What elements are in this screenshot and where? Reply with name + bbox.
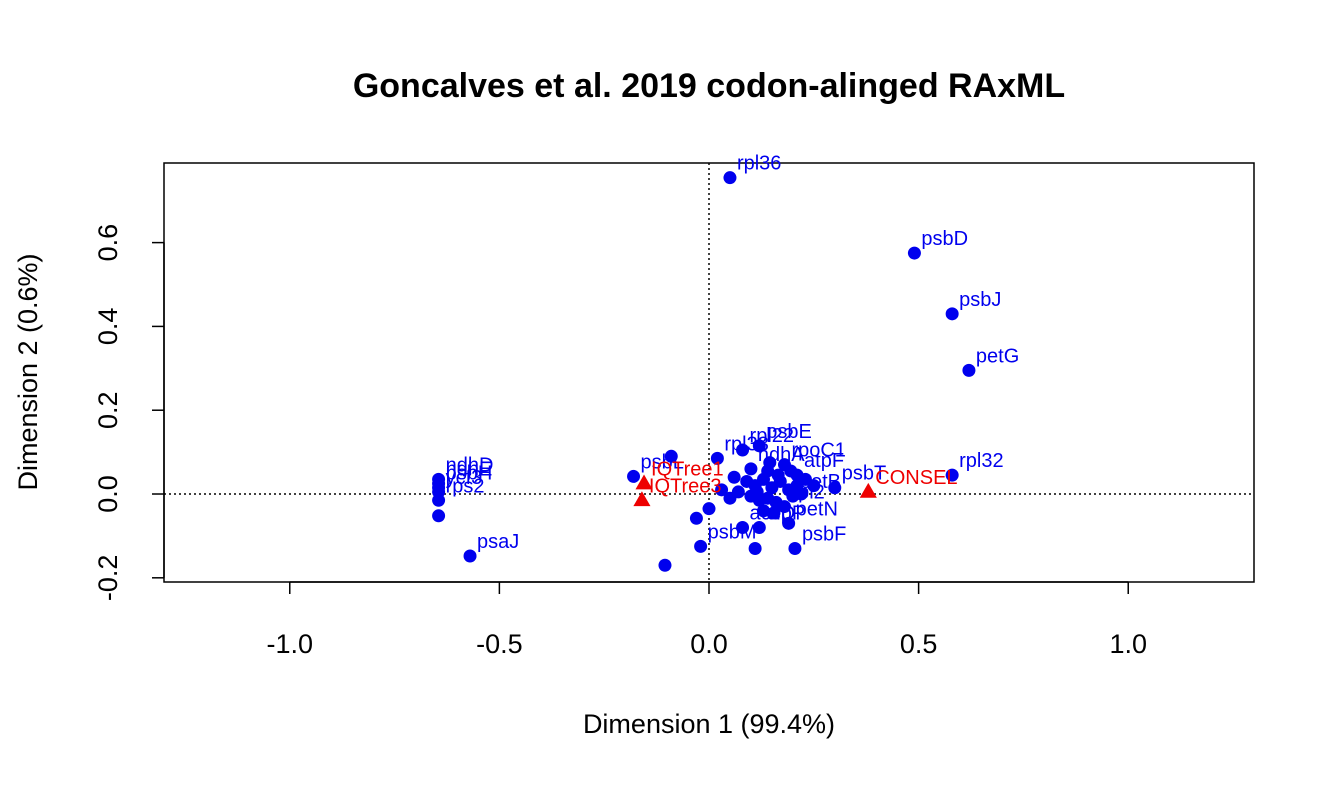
gene-point: [945, 307, 959, 321]
gene-label: psbT: [842, 463, 886, 485]
gene-label: petN: [796, 498, 838, 520]
x-axis: -1.0 -0.5 0.0 0.5 1.0: [267, 581, 1147, 659]
gene-point: [962, 363, 976, 377]
y-axis: -0.2 0.0 0.2 0.4 0.6: [93, 224, 165, 602]
x-axis-label: Dimension 1 (99.4%): [583, 709, 835, 739]
gene-point: [694, 539, 708, 553]
gene-point: [763, 456, 777, 470]
gene-label: petG: [976, 345, 1019, 367]
gene-label: rpoC1: [791, 440, 845, 462]
gene-label: psbF: [802, 523, 846, 545]
gene-label: petB: [800, 471, 841, 493]
gene-point: [777, 500, 791, 514]
gene-point: [748, 541, 762, 555]
gene-label: psbD: [921, 228, 968, 250]
x-tick-label: 0.5: [900, 629, 938, 659]
gene-point: [767, 506, 781, 520]
gene-label: rpl33: [724, 433, 768, 455]
gene-point: [736, 521, 750, 535]
gene-point: [715, 483, 729, 497]
gene-point: [771, 468, 785, 482]
gene-point: [658, 558, 672, 572]
reference-lines: [164, 163, 1254, 582]
gene-label: rpl36: [737, 153, 781, 175]
gene-point: [627, 469, 641, 483]
gene-point: [710, 451, 724, 465]
chart-title: Goncalves et al. 2019 codon-alinged RAxM…: [353, 67, 1065, 105]
gene-label: psbL: [641, 451, 684, 473]
points: [432, 171, 976, 572]
plot-area: rpl36 psbD psbJ petG rpl32 psbT rpl33rpl22psbE…: [163, 153, 1255, 583]
x-tick-label: 1.0: [1109, 629, 1147, 659]
method-point: [635, 474, 653, 490]
gene-point: [744, 462, 758, 476]
y-axis-label: Dimension 2 (0.6%): [13, 253, 43, 490]
gene-point: [784, 464, 798, 478]
gene-label: ndhD: [446, 454, 494, 476]
gene-point: [736, 443, 750, 457]
gene-label: atpF: [804, 450, 844, 472]
gene-label: ndhE: [446, 459, 493, 481]
x-tick-label: 0.0: [690, 629, 728, 659]
gene-point: [828, 481, 842, 495]
gene-point: [702, 502, 716, 516]
gene-point: [689, 511, 703, 525]
gene-label: psbM: [708, 521, 757, 543]
method-point: [633, 491, 651, 507]
gene-label: rpl2: [791, 482, 824, 504]
gene-point: [752, 439, 766, 453]
gene-label: accD: [750, 503, 796, 525]
gene-label: rps2: [446, 475, 485, 497]
gene-point: [757, 504, 770, 518]
method-label: IQTree1: [651, 459, 724, 481]
gene-point: [723, 491, 737, 505]
x-tick-label: -1.0: [267, 629, 314, 659]
gene-point: [432, 509, 446, 523]
gene-label: psbE: [766, 421, 812, 443]
method-label: IQTree3: [649, 475, 722, 497]
method-point: [859, 482, 877, 498]
gene-point: [752, 521, 766, 535]
y-tick-label: 0.0: [93, 475, 123, 513]
gene-point: [463, 549, 477, 563]
y-tick-label: 0.6: [93, 224, 123, 262]
gene-label: clpP: [766, 503, 805, 525]
gene-point: [727, 470, 741, 484]
gene-label: rpl22: [750, 425, 794, 447]
gene-point: [432, 493, 446, 507]
gene-label: psaJ: [477, 531, 519, 553]
gene-label: rpl32: [959, 450, 1003, 472]
gene-label: ycf3: [446, 467, 483, 489]
gene-point: [750, 485, 764, 499]
gene-point: [794, 487, 808, 501]
gene-point: [723, 171, 737, 185]
gene-point: [807, 479, 821, 493]
y-tick-label: 0.4: [93, 308, 123, 346]
y-tick-label: -0.2: [93, 555, 123, 602]
method-label: CONSEL: [875, 467, 957, 489]
gene-point: [907, 246, 921, 260]
gene-point: [782, 516, 796, 530]
point-labels: rpl36 psbD psbJ petG rpl32 psbT rpl33rpl22psbE…: [446, 153, 1020, 553]
gene-label: psbJ: [959, 289, 1001, 311]
x-tick-label: -0.5: [476, 629, 523, 659]
gene-point: [788, 541, 802, 555]
y-tick-label: 0.2: [93, 391, 123, 429]
gene-point: [945, 468, 959, 482]
gene-label: psbH: [446, 463, 493, 485]
gene-label: ndhA: [758, 444, 805, 466]
gene-point: [757, 472, 770, 486]
gene-point: [664, 449, 678, 463]
